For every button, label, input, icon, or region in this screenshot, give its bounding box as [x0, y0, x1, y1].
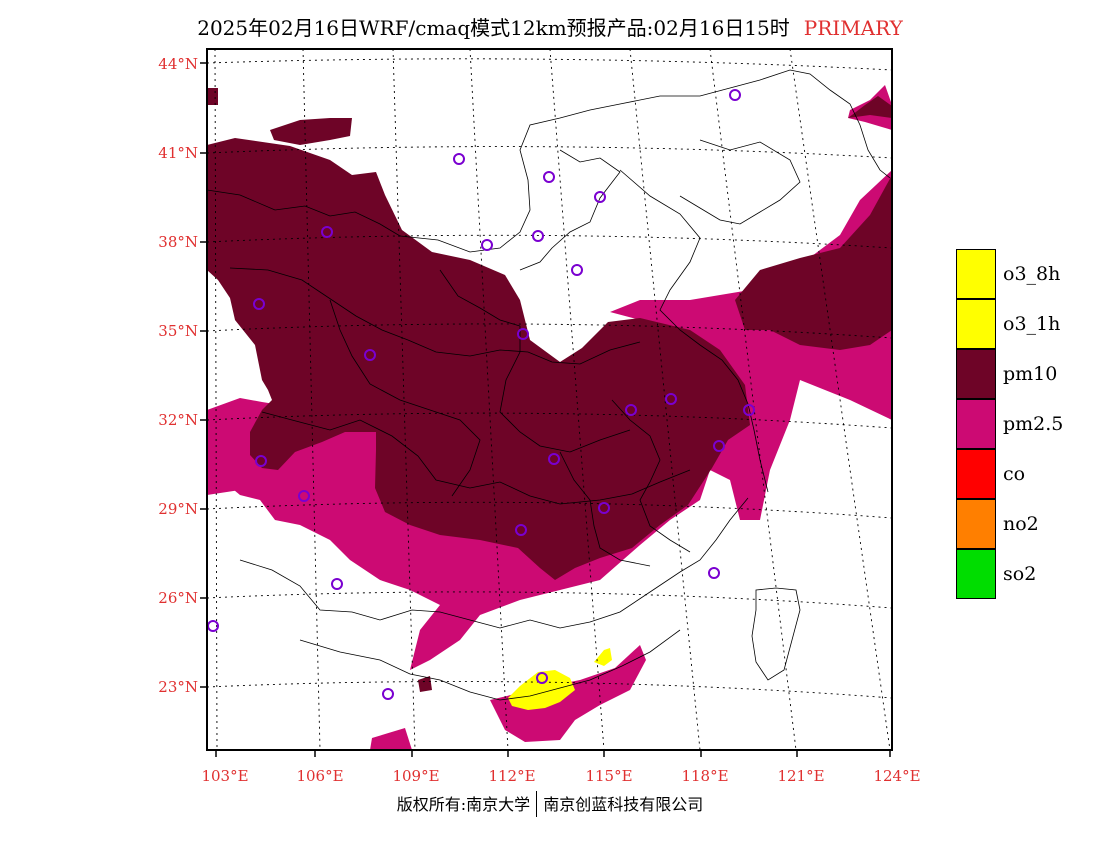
legend-label: co: [1003, 463, 1026, 485]
legend-swatch: [956, 549, 996, 599]
legend-swatch: [956, 449, 996, 499]
lat-label: 23°N: [158, 678, 198, 696]
station-marker: [364, 349, 376, 361]
legend-label: so2: [1003, 563, 1037, 585]
boundary-lines: [207, 69, 891, 701]
legend-item-pm10: pm10: [956, 349, 1096, 399]
lon-label: 118°E: [681, 767, 729, 785]
station-marker: [743, 404, 755, 416]
station-marker: [708, 567, 720, 579]
lat-label: 38°N: [158, 233, 198, 251]
station-marker: [571, 264, 583, 276]
station-marker: [453, 153, 465, 165]
legend-swatch: [956, 349, 996, 399]
station-marker: [321, 226, 333, 238]
legend-item-pm25: pm2.5: [956, 399, 1096, 449]
station-marker: [536, 672, 548, 684]
lon-label: 121°E: [777, 767, 825, 785]
station-marker: [625, 404, 637, 416]
legend-label: no2: [1003, 513, 1039, 535]
map-frame: [200, 48, 893, 757]
lon-label: 112°E: [488, 767, 536, 785]
legend-label: pm2.5: [1003, 413, 1064, 435]
lat-label: 32°N: [158, 411, 198, 429]
legend-item-o3-8h: o3_8h: [956, 249, 1096, 299]
map-content: [207, 49, 892, 750]
lon-label: 106°E: [296, 767, 344, 785]
title-main: 2025年02月16日WRF/cmaq模式12km预报产品:02月16日15时: [197, 16, 790, 40]
legend-label: o3_1h: [1003, 313, 1061, 335]
map-title: 2025年02月16日WRF/cmaq模式12km预报产品:02月16日15时 P…: [0, 12, 1100, 41]
legend-swatch: [956, 399, 996, 449]
legend-item-so2: so2: [956, 549, 1096, 599]
footer-divider: [536, 791, 538, 817]
station-marker: [382, 688, 394, 700]
lat-label: 35°N: [158, 322, 198, 340]
legend-item-co: co: [956, 449, 1096, 499]
station-marker: [598, 502, 610, 514]
legend-label: pm10: [1003, 363, 1058, 385]
lat-label: 29°N: [158, 500, 198, 518]
station-marker: [532, 230, 544, 242]
station-marker: [594, 191, 606, 203]
station-marker: [481, 239, 493, 251]
station-marker: [253, 298, 265, 310]
lat-label: 26°N: [158, 589, 198, 607]
lon-label: 103°E: [201, 767, 249, 785]
lat-label: 44°N: [158, 55, 198, 73]
station-marker: [543, 171, 555, 183]
legend-swatch: [956, 249, 996, 299]
station-marker: [298, 490, 310, 502]
legend-item-o3-1h: o3_1h: [956, 299, 1096, 349]
graticule: [207, 49, 892, 750]
o3-region: [508, 648, 612, 710]
legend-swatch: [956, 299, 996, 349]
title-tag: PRIMARY: [803, 16, 903, 40]
legend-swatch: [956, 499, 996, 549]
legend-item-no2: no2: [956, 499, 1096, 549]
station-marker: [255, 455, 267, 467]
copyright-footer: 版权所有:南京大学 南京创蓝科技有限公司: [0, 791, 1100, 817]
legend: o3_8h o3_1h pm10 pm2.5 co no2 so2: [956, 249, 1096, 599]
station-marker: [665, 393, 677, 405]
lon-label: 124°E: [873, 767, 921, 785]
station-marker: [548, 453, 560, 465]
station-markers: [207, 89, 755, 700]
lon-label: 109°E: [392, 767, 440, 785]
station-marker: [515, 524, 527, 536]
station-marker: [517, 328, 529, 340]
copyright-right: 南京创蓝科技有限公司: [543, 795, 704, 814]
lon-label: 115°E: [585, 767, 633, 785]
pm10-region: [207, 88, 892, 692]
lat-label: 41°N: [158, 144, 198, 162]
station-marker: [713, 440, 725, 452]
copyright-left: 版权所有:南京大学: [396, 795, 531, 814]
station-marker: [331, 578, 343, 590]
station-marker: [729, 89, 741, 101]
legend-label: o3_8h: [1003, 263, 1061, 285]
